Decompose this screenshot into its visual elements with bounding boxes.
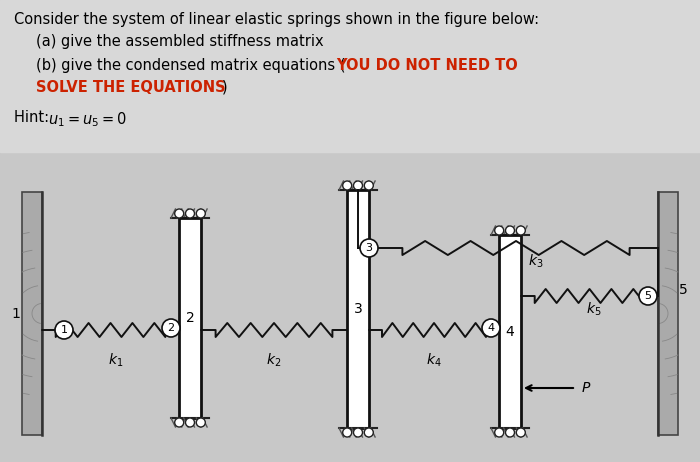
Circle shape	[360, 239, 378, 257]
Circle shape	[517, 428, 525, 437]
Circle shape	[175, 418, 183, 427]
Circle shape	[482, 319, 500, 337]
Text: 5: 5	[645, 291, 652, 301]
Bar	[347, 190, 369, 428]
Text: 3: 3	[365, 243, 372, 253]
Bar	[658, 192, 678, 435]
Text: $k_4$: $k_4$	[426, 352, 442, 370]
Text: $u_1 = u_5 = 0$: $u_1 = u_5 = 0$	[48, 110, 127, 129]
Text: $k_1$: $k_1$	[108, 352, 124, 370]
Text: Hint:: Hint:	[14, 110, 54, 125]
Bar	[179, 218, 201, 418]
Circle shape	[55, 321, 73, 339]
Circle shape	[517, 226, 525, 235]
Circle shape	[364, 181, 373, 190]
Circle shape	[354, 181, 363, 190]
Circle shape	[495, 428, 504, 437]
Bar	[22, 192, 42, 435]
Text: YOU DO NOT NEED TO: YOU DO NOT NEED TO	[336, 58, 518, 73]
Text: $k_2$: $k_2$	[267, 352, 281, 370]
Circle shape	[343, 181, 351, 190]
Text: 4: 4	[505, 324, 514, 339]
Circle shape	[364, 428, 373, 437]
Text: 2: 2	[186, 311, 195, 325]
Text: 5: 5	[678, 283, 687, 297]
Text: (a) give the assembled stiffness matrix: (a) give the assembled stiffness matrix	[36, 34, 323, 49]
Text: (b) give the condensed matrix equations (: (b) give the condensed matrix equations …	[36, 58, 346, 73]
Text: SOLVE THE EQUATIONS: SOLVE THE EQUATIONS	[36, 80, 225, 95]
Bar	[0, 0, 700, 152]
Circle shape	[505, 226, 514, 235]
Circle shape	[196, 418, 205, 427]
Circle shape	[175, 209, 183, 218]
Text: $k_3$: $k_3$	[528, 253, 544, 270]
Text: 3: 3	[354, 302, 363, 316]
Text: 1: 1	[12, 306, 20, 321]
Circle shape	[186, 418, 195, 427]
Circle shape	[354, 428, 363, 437]
Text: 4: 4	[487, 323, 495, 333]
Circle shape	[505, 428, 514, 437]
Circle shape	[495, 226, 504, 235]
Text: 1: 1	[60, 325, 67, 335]
Text: Consider the system of linear elastic springs shown in the figure below:: Consider the system of linear elastic sp…	[14, 12, 539, 27]
Text: $P$: $P$	[581, 381, 592, 395]
Circle shape	[186, 209, 195, 218]
Bar	[499, 235, 521, 428]
Text: ): )	[222, 80, 228, 95]
Circle shape	[162, 319, 180, 337]
Circle shape	[639, 287, 657, 305]
Text: 2: 2	[167, 323, 174, 333]
Circle shape	[196, 209, 205, 218]
Text: $k_5$: $k_5$	[587, 301, 602, 318]
Circle shape	[343, 428, 351, 437]
